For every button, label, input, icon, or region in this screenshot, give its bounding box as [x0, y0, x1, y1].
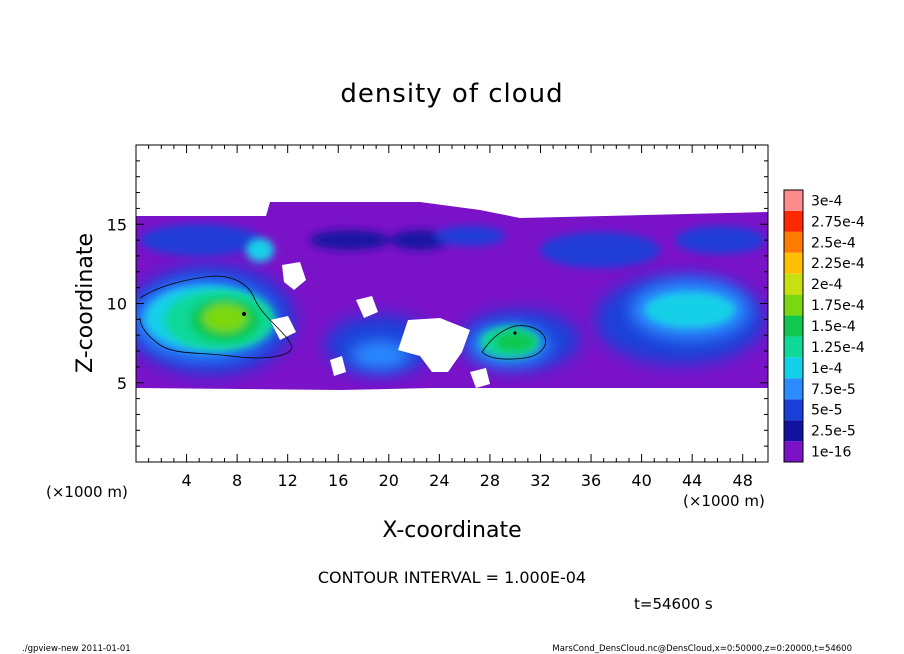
clear-region — [398, 318, 470, 372]
colorbar-label: 2.25e-4 — [811, 256, 865, 272]
colorbar-swatch — [784, 420, 803, 442]
colorbar-swatch — [784, 252, 803, 274]
colorbar-label: 2.75e-4 — [811, 214, 865, 230]
colorbar-label: 1.75e-4 — [811, 298, 865, 314]
contour-line — [481, 325, 547, 360]
x-tick-label: 4 — [181, 471, 191, 490]
colorbar-label: 1.5e-4 — [811, 319, 856, 335]
x-tick-label: 24 — [429, 471, 449, 490]
x-unit-label-right: (×1000 m) — [683, 492, 765, 510]
x-tick-label: 16 — [328, 471, 348, 490]
colorbar-swatch — [784, 441, 803, 462]
colorbar-swatch — [784, 357, 803, 379]
y-tick-label: 10 — [107, 295, 127, 314]
cloud-patch — [495, 332, 535, 352]
cloud-patch — [310, 230, 390, 250]
colorbar-label: 2.5e-4 — [811, 235, 856, 251]
y-axis-ticks: 5 10 15 — [107, 160, 768, 447]
colorbar-swatch — [784, 399, 803, 421]
colorbar-swatch — [784, 294, 803, 316]
colorbar-swatch — [784, 336, 803, 358]
colorbar-label: 7.5e-5 — [811, 382, 856, 398]
colorbar-label: 1e-4 — [811, 361, 843, 377]
y-tick-label: 5 — [117, 374, 127, 393]
colorbar-label: 1.25e-4 — [811, 340, 865, 356]
clear-region — [282, 262, 306, 290]
cloud-patch — [246, 238, 274, 262]
colorbar-label: 1e-16 — [811, 445, 851, 461]
cloud-patch — [140, 224, 260, 256]
x-axis-label: X-coordinate — [382, 518, 521, 543]
cloud-patch — [675, 226, 765, 254]
colorbar: 1e-16 2.5e-5 5e-5 7.5e-5 1e-4 1.25e-4 1.5e-4 1.… — [783, 189, 865, 463]
x-unit-label-left: (×1000 m) — [46, 483, 128, 501]
colorbar-label: 2.5e-5 — [811, 424, 856, 440]
colorbar-swatch — [784, 378, 803, 400]
colorbar-frame — [783, 189, 804, 463]
clear-region — [470, 368, 490, 388]
x-tick-label: 44 — [682, 471, 702, 490]
clear-region — [270, 316, 296, 340]
x-tick-label: 8 — [232, 471, 242, 490]
cloud-patch — [540, 232, 660, 268]
cloud-patch — [203, 304, 247, 332]
cloud-patch — [390, 230, 450, 250]
contour-interval: CONTOUR INTERVAL = 1.000E-04 — [318, 568, 586, 587]
y-tick-label: 15 — [107, 215, 127, 234]
colorbar-swatch — [784, 315, 803, 337]
contour-point — [242, 312, 246, 316]
colorbar-swatch — [784, 273, 803, 295]
colorbar-label: 5e-5 — [811, 403, 842, 419]
x-tick-label: 32 — [530, 471, 550, 490]
cloud-patch — [350, 341, 410, 369]
heatmap-field — [136, 202, 768, 390]
colorbar-label: 3e-4 — [811, 193, 843, 209]
y-axis-label: Z-coordinate — [73, 233, 98, 373]
x-axis-ticks: 4 8 12 16 20 24 28 32 36 40 44 48 — [148, 145, 756, 490]
contour-line — [139, 275, 293, 359]
cloud-patch — [645, 292, 735, 328]
x-tick-label: 40 — [631, 471, 651, 490]
x-tick-label: 28 — [480, 471, 500, 490]
colorbar-label: 2e-4 — [811, 277, 843, 293]
footer-right: MarsCond_DensCloud.nc@DensCloud,x=0:5000… — [552, 644, 852, 654]
x-tick-label: 20 — [379, 471, 399, 490]
cloud-patch — [435, 226, 505, 246]
contour-point — [513, 331, 517, 335]
chart-title: density of cloud — [340, 79, 563, 109]
colorbar-swatch — [784, 210, 803, 232]
x-tick-label: 36 — [581, 471, 601, 490]
clear-region — [356, 296, 378, 318]
x-tick-label: 12 — [278, 471, 298, 490]
footer-left: ./gpview-new 2011-01-01 — [22, 644, 131, 654]
clear-region — [330, 356, 346, 376]
colorbar-swatch — [784, 231, 803, 253]
time-label: t=54600 s — [634, 595, 713, 613]
colorbar-swatch — [784, 190, 803, 211]
x-tick-label: 48 — [733, 471, 753, 490]
